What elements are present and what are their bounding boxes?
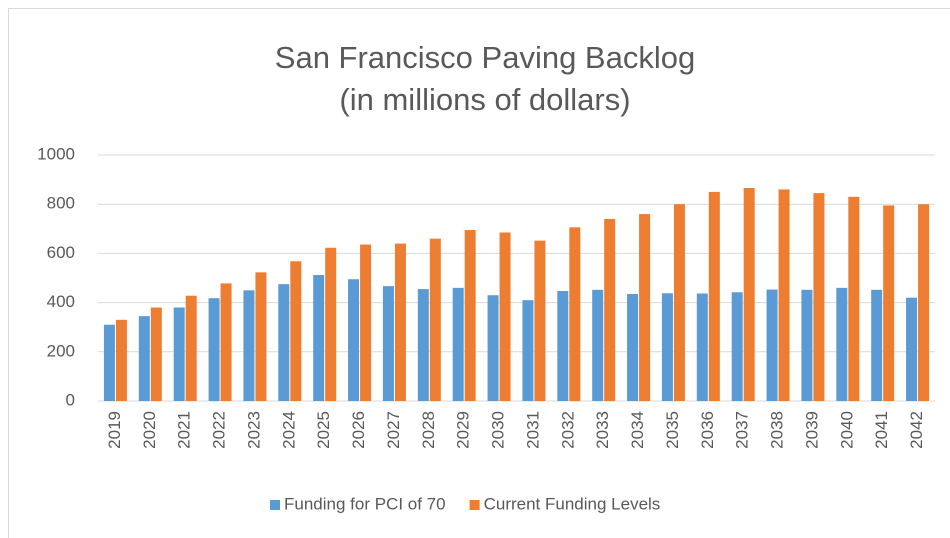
bar <box>627 293 639 401</box>
bar <box>255 272 267 401</box>
bar <box>557 291 569 401</box>
bar <box>313 275 325 401</box>
x-tick-label: 2028 <box>419 411 438 449</box>
bar <box>360 244 372 401</box>
bar <box>836 287 848 401</box>
x-tick-label: 2019 <box>105 411 124 449</box>
bar <box>394 243 406 401</box>
bar <box>918 204 930 401</box>
x-tick-label: 2040 <box>837 411 856 449</box>
bar <box>743 187 755 401</box>
bar <box>464 230 476 401</box>
bar <box>325 247 337 401</box>
bar <box>731 292 743 401</box>
bar <box>150 307 162 401</box>
x-tick-label: 2035 <box>663 411 682 449</box>
bar <box>673 204 685 401</box>
x-tick-label: 2042 <box>907 411 926 449</box>
bar <box>522 300 534 401</box>
x-tick-label: 2039 <box>802 411 821 449</box>
x-tick-label: 2034 <box>628 411 647 449</box>
chart-title: San Francisco Paving Backlog <box>275 40 695 75</box>
bar <box>534 240 546 401</box>
bar <box>290 261 302 401</box>
legend-swatch <box>270 500 280 510</box>
x-tick-label: 2022 <box>210 411 229 449</box>
bar <box>708 191 720 401</box>
bar <box>208 298 220 401</box>
legend-label: Funding for PCI of 70 <box>284 494 446 513</box>
y-tick-label: 0 <box>66 390 75 409</box>
bar <box>348 279 360 401</box>
bar <box>883 205 895 401</box>
bar <box>429 238 441 401</box>
bar <box>639 214 651 401</box>
bar <box>766 289 778 401</box>
bar <box>778 189 790 401</box>
bar <box>417 289 429 401</box>
x-tick-label: 2031 <box>523 411 542 449</box>
bar <box>115 319 127 401</box>
bar <box>499 232 511 401</box>
bar <box>604 218 616 401</box>
bar <box>487 295 499 401</box>
legend-label: Current Funding Levels <box>484 494 661 513</box>
bar <box>243 290 255 401</box>
x-tick-label: 2020 <box>140 411 159 449</box>
y-tick-label: 400 <box>47 292 75 311</box>
x-tick-label: 2030 <box>489 411 508 449</box>
x-tick-label: 2023 <box>244 411 263 449</box>
bar <box>592 289 604 401</box>
bar <box>661 293 673 401</box>
bar <box>382 286 394 401</box>
bar <box>278 284 290 401</box>
x-tick-label: 2033 <box>593 411 612 449</box>
bar <box>906 297 918 401</box>
chart-border <box>8 8 950 538</box>
y-tick-label: 200 <box>47 341 75 360</box>
x-tick-label: 2024 <box>279 411 298 449</box>
bar <box>220 283 232 401</box>
x-tick-label: 2038 <box>768 411 787 449</box>
x-tick-label: 2036 <box>698 411 717 449</box>
y-tick-label: 800 <box>47 194 75 213</box>
bar <box>103 324 115 401</box>
bar <box>813 193 825 401</box>
bar <box>185 295 197 401</box>
bar <box>696 293 708 401</box>
x-tick-label: 2027 <box>384 411 403 449</box>
x-tick-label: 2041 <box>872 411 891 449</box>
y-tick-label: 1000 <box>37 144 75 163</box>
x-tick-label: 2029 <box>454 411 473 449</box>
bar <box>173 307 185 401</box>
legend-swatch <box>469 500 480 510</box>
bar <box>138 316 150 401</box>
bar <box>452 287 464 401</box>
x-tick-label: 2026 <box>349 411 368 449</box>
bar <box>801 289 813 401</box>
x-tick-label: 2032 <box>558 411 577 449</box>
bar <box>848 196 860 401</box>
x-tick-label: 2021 <box>175 411 194 449</box>
x-tick-label: 2025 <box>314 411 333 449</box>
x-tick-label: 2037 <box>733 411 752 449</box>
chart-subtitle: (in millions of dollars) <box>339 82 630 117</box>
y-tick-label: 600 <box>47 243 75 262</box>
bar <box>569 227 581 401</box>
bar <box>871 289 883 401</box>
